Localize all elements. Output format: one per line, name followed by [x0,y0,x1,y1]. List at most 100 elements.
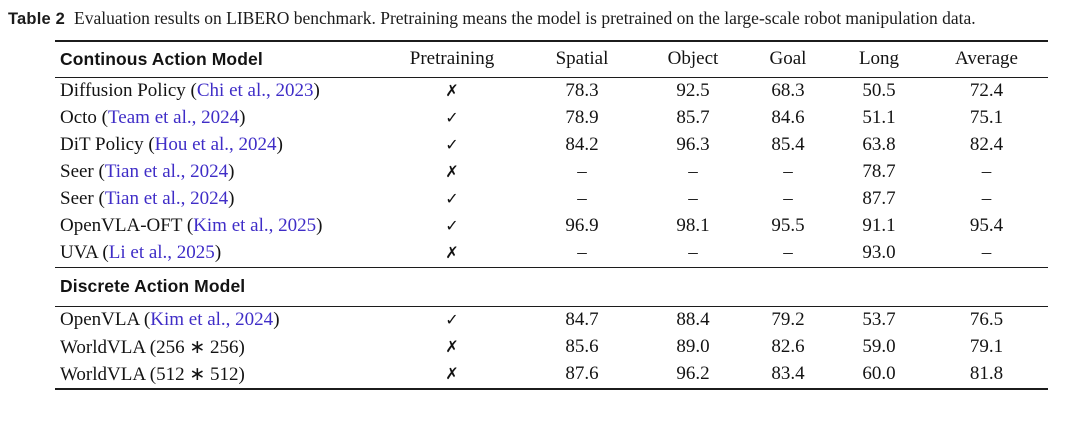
score-cell: – [981,242,992,264]
model-name: OpenVLA ( [60,309,151,331]
pretraining-cell: ✓ [383,306,521,334]
citation-link[interactable]: Tian et al., 2024 [104,188,229,210]
cross-icon: ✗ [445,81,459,101]
section-title: Discrete Action Model [55,266,1048,307]
model-name-close-paren: ) [214,242,222,264]
score-cell: 95.4 [969,215,1004,237]
model-name: WorldVLA (512 ∗ 512) [60,363,245,385]
score-cell: – [783,242,793,264]
score-cell: 72.4 [969,80,1004,102]
column-header-model: Continous Action Model [55,40,383,78]
score-cell: 53.7 [862,309,896,331]
score-cell: 88.4 [676,309,710,331]
score-cell: 84.6 [771,107,805,129]
table-row: WorldVLA (512 ∗ 512) ✗ 87.6 96.2 83.4 60.0 81.… [55,361,1048,389]
score-cell: 51.1 [862,107,896,129]
pretraining-cell: ✗ [383,240,521,268]
column-header-long: Long [833,40,925,78]
table-caption: Table 2 Evaluation results on LIBERO benc… [8,7,1070,31]
score-cell: 85.7 [676,107,710,129]
table-row: DiT Policy (Hou et al., 2024) ✓ 84.2 96.3 85… [55,132,1048,159]
score-cell: 85.6 [565,336,599,358]
pretraining-cell: ✓ [383,186,521,213]
cross-icon: ✗ [445,364,459,384]
header-row: Continous Action Model Pretraining Spati… [55,40,1048,78]
table-row: Octo (Team et al., 2024) ✓ 78.9 85.7 84.6 51.… [55,105,1048,132]
model-name: Seer ( [60,161,105,183]
score-cell: 91.1 [862,215,896,237]
table-row: Seer (Tian et al., 2024) ✓ – – – 87.7 – [55,186,1048,213]
column-header-average: Average [925,40,1048,78]
model-name-close-paren: ) [316,215,323,237]
score-cell: 81.8 [969,363,1004,385]
citation-link[interactable]: Hou et al., 2024 [154,134,277,156]
score-cell: 95.5 [771,215,805,237]
score-cell: – [577,161,587,183]
column-header-goal: Goal [743,40,833,78]
check-icon: ✓ [445,108,459,128]
score-cell: 82.4 [969,134,1004,156]
score-cell: 87.6 [565,363,599,385]
results-table: Continous Action Model Pretraining Spati… [55,39,1048,390]
score-cell: 60.0 [862,363,896,385]
check-icon: ✓ [445,216,459,236]
score-cell: 68.3 [771,80,805,102]
model-name-close-paren: ) [228,188,235,210]
model-name-cell: Diffusion Policy (Chi et al., 2023) [55,77,383,105]
model-name: Diffusion Policy ( [60,80,197,102]
cross-icon: ✗ [445,162,459,182]
citation-link[interactable]: Chi et al., 2023 [196,80,314,102]
paper-table-figure: Table 2 Evaluation results on LIBERO benc… [0,7,1080,442]
model-name-cell: OpenVLA (Kim et al., 2024) [55,306,383,334]
model-name: UVA ( [60,242,109,264]
table-caption-text: Evaluation results on LIBERO benchmark. … [74,8,976,28]
citation-link[interactable]: Kim et al., 2025 [193,215,317,237]
score-cell: 83.4 [771,363,805,385]
score-cell: 85.4 [771,134,805,156]
score-cell: 89.0 [676,336,710,358]
model-name-close-paren: ) [313,80,320,102]
score-cell: 96.9 [565,215,599,237]
table-row: Seer (Tian et al., 2024) ✗ – – – 78.7 – [55,159,1048,186]
score-cell: 98.1 [676,215,710,237]
score-cell: 50.5 [862,80,896,102]
score-cell: 96.3 [676,134,710,156]
citation-link[interactable]: Kim et al., 2024 [150,309,274,331]
model-name: DiT Policy ( [60,134,155,156]
model-name: WorldVLA (256 ∗ 256) [60,336,245,358]
score-cell: – [688,161,698,183]
score-cell: 93.0 [862,242,896,264]
table-caption-label: Table 2 [8,10,66,28]
score-cell: 78.3 [565,80,599,102]
model-name-cell: Octo (Team et al., 2024) [55,105,383,132]
pretraining-cell: ✗ [383,159,521,186]
citation-link[interactable]: Tian et al., 2024 [104,161,229,183]
column-header-pretraining: Pretraining [383,40,521,78]
score-cell: – [688,188,698,210]
score-cell: 84.2 [565,134,599,156]
model-name-cell: Seer (Tian et al., 2024) [55,159,383,186]
check-icon: ✓ [445,135,459,155]
pretraining-cell: ✓ [383,213,521,240]
score-cell: – [688,242,698,264]
score-cell: 84.7 [565,309,599,331]
model-name-cell: UVA (Li et al., 2025) [55,240,383,268]
model-name-close-paren: ) [276,134,283,156]
pretraining-cell: ✗ [383,77,521,105]
citation-link[interactable]: Li et al., 2025 [108,242,215,264]
pretraining-cell: ✗ [383,334,521,361]
score-cell: 92.5 [676,80,710,102]
score-cell: 78.9 [565,107,599,129]
model-name-cell: WorldVLA (256 ∗ 256) [55,334,383,361]
score-cell: – [981,161,992,183]
citation-link[interactable]: Team et al., 2024 [108,107,240,129]
column-header-spatial: Spatial [521,40,643,78]
section-header-row: Discrete Action Model [55,266,1048,307]
model-name-cell: OpenVLA-OFT (Kim et al., 2025) [55,213,383,240]
cross-icon: ✗ [445,243,459,263]
model-name-cell: Seer (Tian et al., 2024) [55,186,383,213]
check-icon: ✓ [445,189,459,209]
score-cell: 76.5 [969,309,1004,331]
cross-icon: ✗ [445,337,459,357]
table-row: OpenVLA-OFT (Kim et al., 2025) ✓ 96.9 98.1 9… [55,213,1048,240]
